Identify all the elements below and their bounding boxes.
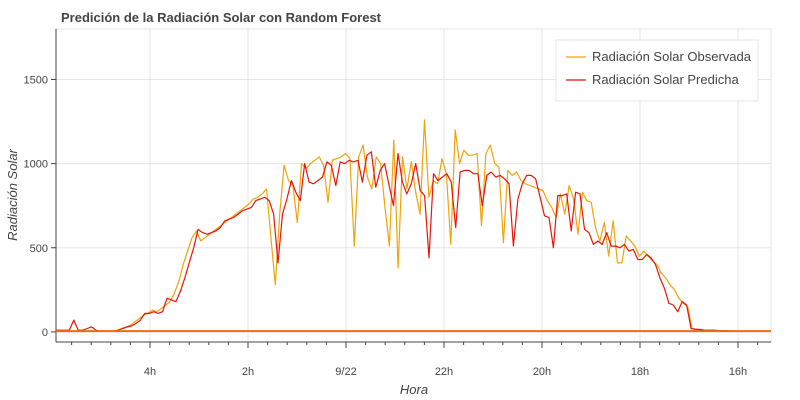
legend-label-observed: Radiación Solar Observada bbox=[592, 49, 752, 64]
y-tick-label: 1500 bbox=[24, 74, 48, 86]
legend-box bbox=[555, 39, 759, 102]
x-axis-ticks: 4h 2h 9/22 22h 20h 18h 16h bbox=[71, 342, 759, 378]
x-tick-label: 16h bbox=[729, 366, 747, 378]
legend-label-predicted: Radiación Solar Predicha bbox=[592, 72, 739, 87]
y-tick-label: 1000 bbox=[24, 159, 48, 171]
series-observed-line bbox=[56, 119, 771, 332]
chart-title: Predición de la Radiación Solar con Rand… bbox=[61, 10, 382, 25]
y-tick-label: 500 bbox=[30, 243, 48, 255]
y-axis-ticks: 0 500 1000 1500 bbox=[24, 74, 56, 339]
x-tick-label: 22h bbox=[435, 366, 453, 378]
y-axis-label: Radiación Solar bbox=[5, 148, 20, 240]
x-tick-label: 2h bbox=[242, 366, 254, 378]
x-tick-label: 18h bbox=[631, 366, 649, 378]
x-tick-label: 4h bbox=[144, 366, 156, 378]
legend: Radiación Solar Observada Radiación Sola… bbox=[555, 39, 759, 102]
x-tick-label: 9/22 bbox=[335, 366, 356, 378]
series bbox=[56, 119, 771, 333]
x-tick-label: 20h bbox=[533, 366, 551, 378]
series-predicted-line bbox=[56, 151, 771, 332]
x-axis-label: Hora bbox=[400, 382, 428, 397]
y-tick-label: 0 bbox=[42, 327, 48, 339]
